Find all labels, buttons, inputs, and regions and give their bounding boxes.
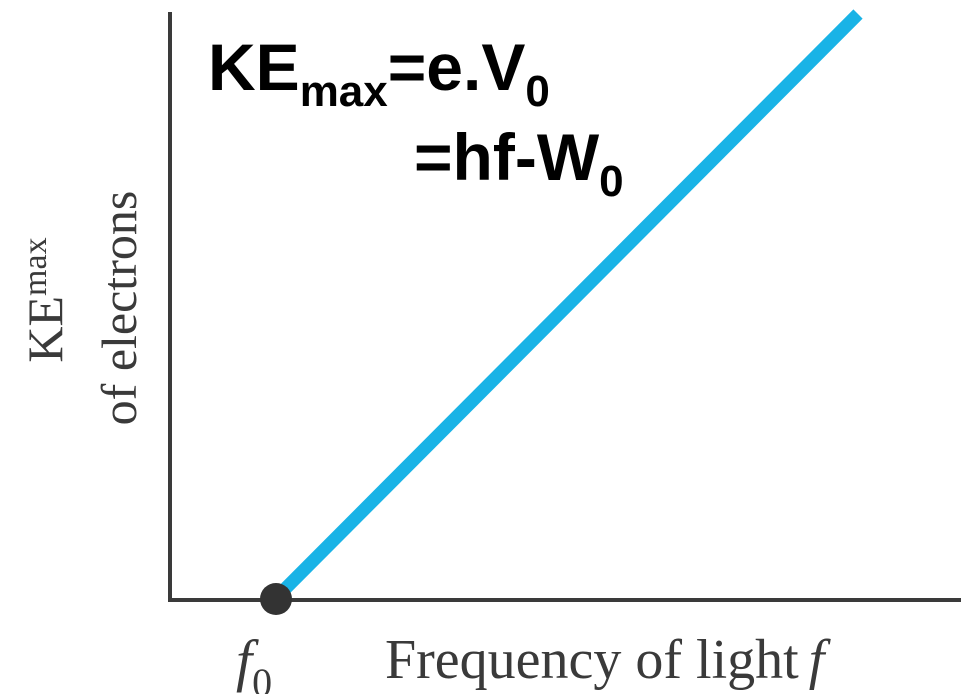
series-line-ke-max [271, 9, 863, 603]
y-axis-label: KEmax of electrons [17, 191, 147, 426]
y-axis-label-line1: KEmax [17, 237, 73, 362]
x-axis-label: Frequency of light f [385, 629, 832, 691]
threshold-point-f0 [260, 583, 292, 615]
annotation-equation-line1: KEmax=e.V0 [208, 30, 550, 116]
y-axis-label-line2: of electrons [91, 191, 147, 426]
x-tick-label-f0: f0 [236, 628, 272, 694]
annotation-equation-line2: =hf-W0 [414, 120, 624, 206]
